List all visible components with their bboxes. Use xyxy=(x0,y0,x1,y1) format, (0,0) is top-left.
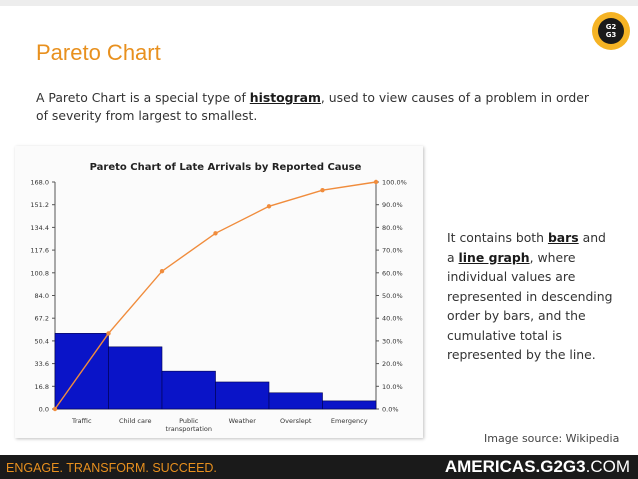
left-tick-label: 0.0 xyxy=(39,406,49,414)
x-tick-label: Child care xyxy=(119,417,152,425)
bar xyxy=(108,346,163,410)
cumulative-point xyxy=(213,231,218,236)
line-graph-link[interactable]: line graph xyxy=(458,249,530,265)
image-source: Image source: Wikipedia xyxy=(484,432,620,445)
side-text-1: It contains both xyxy=(447,230,548,245)
right-tick-label: 20.0% xyxy=(382,360,403,368)
x-tick-label: Emergency xyxy=(331,417,368,425)
left-tick-label: 50.4 xyxy=(35,337,49,345)
right-tick-label: 40.0% xyxy=(382,315,403,323)
side-text: It contains both bars and a line graph, … xyxy=(447,228,617,365)
logo-badge: G2 G3 xyxy=(598,18,624,44)
chart-image: Pareto Chart of Late Arrivals by Reporte… xyxy=(15,146,423,438)
cumulative-point xyxy=(373,179,379,185)
logo-line-2: G3 xyxy=(605,31,617,39)
cumulative-point xyxy=(52,406,58,412)
chart-title: Pareto Chart of Late Arrivals by Reporte… xyxy=(90,162,362,173)
side-text-3: , where individual values are represente… xyxy=(447,249,613,363)
histogram-link[interactable]: histogram xyxy=(249,90,321,105)
intro-text-start: A Pareto Chart is a special type of xyxy=(36,90,250,105)
footer-bar: ENGAGE. TRANSFORM. SUCCEED. AMERICAS.G2G… xyxy=(0,455,638,479)
right-tick-label: 0.0% xyxy=(382,406,399,414)
pareto-chart: Pareto Chart of Late Arrivals by Reporte… xyxy=(30,162,407,433)
cumulative-point xyxy=(266,204,272,209)
site-suffix: .COM xyxy=(585,457,630,476)
bar xyxy=(268,392,323,410)
right-tick-label: 60.0% xyxy=(382,269,403,277)
left-tick-label: 151.2 xyxy=(30,201,49,209)
logo-line-1: G2 xyxy=(605,23,617,31)
top-bar xyxy=(0,0,638,6)
left-tick-label: 84.0 xyxy=(35,292,49,300)
bar xyxy=(161,370,216,410)
left-tick-label: 117.6 xyxy=(30,247,49,255)
footer-site[interactable]: AMERICAS.G2G3.COM xyxy=(445,457,630,477)
right-tick-label: 80.0% xyxy=(382,224,403,232)
bar xyxy=(322,400,377,410)
bars-link[interactable]: bars xyxy=(547,230,579,245)
x-tick-label: Weather xyxy=(229,417,257,425)
x-tick-label: Overslept xyxy=(280,417,312,425)
footer-tagline: ENGAGE. TRANSFORM. SUCCEED. xyxy=(6,461,217,475)
g2g3-logo: G2 G3 xyxy=(592,12,630,50)
right-tick-label: 10.0% xyxy=(382,383,403,391)
x-tick-label: Traffic xyxy=(71,417,92,425)
left-tick-label: 134.4 xyxy=(30,224,49,232)
left-tick-label: 33.6 xyxy=(35,360,49,368)
x-tick-label: Public transportation xyxy=(166,417,212,433)
cumulative-point xyxy=(106,331,111,336)
left-tick-label: 168.0 xyxy=(30,179,49,187)
intro-text-end: , used to view causes of a problem in or… xyxy=(36,90,590,123)
right-tick-label: 90.0% xyxy=(382,201,403,209)
right-tick-label: 70.0% xyxy=(382,247,403,255)
cumulative-point xyxy=(159,269,165,274)
left-tick-label: 16.8 xyxy=(35,383,49,391)
right-tick-label: 50.0% xyxy=(382,292,403,300)
bar xyxy=(215,381,270,410)
slide-title: Pareto Chart xyxy=(36,40,161,65)
side-text-2: and a xyxy=(447,230,606,265)
right-tick-label: 30.0% xyxy=(382,337,403,345)
intro-text: A Pareto Chart is a special type of hist… xyxy=(36,89,596,125)
cumulative-point xyxy=(320,187,325,193)
left-tick-label: 67.2 xyxy=(35,315,49,323)
left-tick-label: 100.8 xyxy=(30,269,49,277)
site-main: AMERICAS.G2G3 xyxy=(444,457,586,476)
right-tick-label: 100.0% xyxy=(382,179,407,187)
